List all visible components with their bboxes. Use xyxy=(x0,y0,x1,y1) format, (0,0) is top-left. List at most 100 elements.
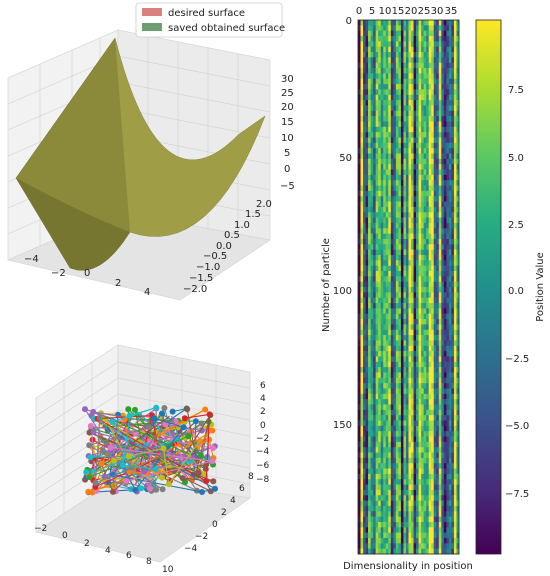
heatmap-cell xyxy=(378,377,382,384)
heatmap-cell xyxy=(358,367,361,373)
heatmap-cell xyxy=(395,244,399,250)
heatmap-cell xyxy=(390,457,394,464)
heatmap-cell xyxy=(428,367,432,373)
heatmap-cell xyxy=(363,222,366,229)
heatmap-cell xyxy=(416,94,419,101)
heatmap-cell xyxy=(443,190,447,197)
heatmap-cell xyxy=(405,543,409,549)
heatmap-cell xyxy=(365,281,369,288)
heatmap-cell xyxy=(358,345,361,352)
heatmap-cell xyxy=(436,511,440,517)
heatmap-cell xyxy=(380,185,384,192)
heatmap-cell xyxy=(398,537,402,544)
heatmap-cell xyxy=(363,399,366,405)
heatmap-cell xyxy=(441,68,445,74)
heatmap-cell xyxy=(456,543,460,549)
heatmap-cell xyxy=(380,153,384,160)
heatmap-cell xyxy=(368,233,371,240)
heatmap-cell xyxy=(388,484,392,491)
heatmap-cell xyxy=(360,190,364,197)
heatmap-cell xyxy=(378,425,382,432)
heatmap-cell xyxy=(448,116,452,122)
heatmap-cell xyxy=(393,436,397,443)
heatmap-cell xyxy=(365,527,369,533)
heatmap-cell xyxy=(446,303,450,309)
heatmap-cell xyxy=(431,511,435,517)
heatmap-cell xyxy=(418,185,422,192)
heatmap-cell xyxy=(405,511,409,517)
heatmap-cell xyxy=(421,185,424,192)
heatmap-cell xyxy=(363,36,366,42)
heatmap-cell xyxy=(358,142,361,149)
heatmap-cell xyxy=(436,100,440,106)
heatmap-cell xyxy=(383,100,387,106)
heatmap-cell xyxy=(365,190,369,197)
heatmap-cell xyxy=(380,532,384,539)
heatmap-cell xyxy=(405,527,409,533)
heatmap-cell xyxy=(413,452,417,459)
heatmap-cell xyxy=(390,287,394,293)
heatmap-cell xyxy=(390,121,394,128)
heatmap-cell xyxy=(418,543,422,549)
heatmap-cell xyxy=(363,452,366,459)
heatmap-cell xyxy=(373,505,376,512)
heatmap-cell xyxy=(431,100,435,106)
heatmap-cell xyxy=(400,57,404,64)
heatmap-cell xyxy=(373,217,376,224)
heatmap-cell xyxy=(408,126,412,133)
heatmap-cell xyxy=(390,158,394,165)
heatmap-cell xyxy=(436,329,440,336)
surface-y-ticks: −2.0 −1.5 −1.0 −0.5 0.0 0.5 1.0 1.5 2.0 xyxy=(183,199,272,295)
heatmap-cell xyxy=(393,190,397,197)
heatmap-cell xyxy=(395,105,399,112)
heatmap-cell xyxy=(421,105,424,112)
heatmap-cell xyxy=(423,463,427,469)
heatmap-cell xyxy=(443,548,447,555)
heatmap-cell xyxy=(393,36,397,42)
heatmap-cell xyxy=(383,238,387,245)
heatmap-cell xyxy=(438,511,442,517)
heatmap-cell xyxy=(368,57,371,64)
heatmap-cell xyxy=(383,132,387,138)
heatmap-cell xyxy=(408,420,412,427)
heatmap-cell xyxy=(418,489,422,496)
heatmap-cell xyxy=(360,217,364,224)
heatmap-cell xyxy=(433,20,437,26)
heatmap-cell xyxy=(358,287,361,293)
heatmap-cell xyxy=(421,319,424,325)
heatmap-cell xyxy=(385,345,389,352)
heatmap-cell xyxy=(441,303,445,309)
heatmap-cell xyxy=(378,457,382,464)
heatmap-cell xyxy=(360,345,364,352)
heatmap-cell xyxy=(418,78,422,85)
heatmap-cell xyxy=(395,169,399,176)
heatmap-cell xyxy=(383,233,387,240)
heatmap-cell xyxy=(360,303,364,309)
heatmap-cell xyxy=(428,436,432,443)
heatmap-cell xyxy=(378,276,382,282)
heatmap-cell xyxy=(451,297,455,304)
heatmap-cell xyxy=(423,527,427,533)
heatmap-cell xyxy=(395,94,399,101)
heatmap-cell xyxy=(418,244,422,250)
heatmap-cell xyxy=(368,126,371,133)
heatmap-cell xyxy=(408,84,412,90)
heatmap-cell xyxy=(418,116,422,122)
heatmap-cell xyxy=(375,105,379,112)
heatmap-cell xyxy=(413,404,417,411)
heatmap-cell xyxy=(370,404,374,411)
heatmap-cell xyxy=(408,276,412,282)
heatmap-cell xyxy=(413,190,417,197)
heatmap-cell xyxy=(360,537,364,544)
heatmap-cell xyxy=(395,527,399,533)
heatmap-cell xyxy=(373,372,376,379)
heatmap-cell xyxy=(403,84,407,90)
heatmap-cell xyxy=(400,335,404,341)
heatmap-cell xyxy=(443,132,447,138)
heatmap-cell xyxy=(423,20,427,26)
heatmap-cell xyxy=(426,292,429,298)
heatmap-cell xyxy=(416,30,419,37)
heatmap-cell xyxy=(398,41,402,47)
heatmap-cell xyxy=(438,345,442,352)
heatmap-cell xyxy=(395,180,399,186)
